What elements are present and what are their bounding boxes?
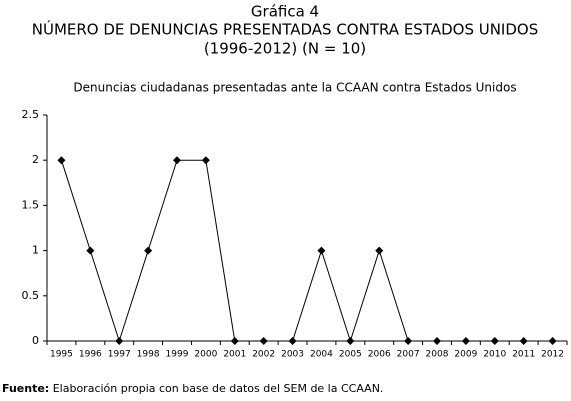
- x-tick-label: 1996: [79, 350, 102, 360]
- y-tick-label: 0.5: [22, 289, 40, 302]
- x-tick-label: 2011: [512, 350, 535, 360]
- x-tick-label: 1995: [50, 350, 73, 360]
- marker: [375, 246, 384, 255]
- plot-title: Denuncias ciudadanas presentadas ante la…: [73, 81, 516, 95]
- marker: [230, 337, 239, 345]
- y-tick-label: 0: [32, 334, 39, 347]
- y-tick-label: 2: [32, 153, 39, 166]
- source-label: Fuente:: [2, 382, 49, 395]
- x-tick-label: 1998: [137, 350, 160, 360]
- x-tick-label: 2010: [483, 350, 506, 360]
- y-tick-label: 1: [32, 244, 39, 257]
- x-tick-label: 2008: [426, 350, 449, 360]
- x-tick-label: 2005: [339, 350, 362, 360]
- marker: [346, 337, 355, 345]
- marker: [57, 156, 66, 165]
- marker: [404, 337, 413, 345]
- x-tick-label: 2001: [223, 350, 246, 360]
- x-tick-label: 2003: [281, 350, 304, 360]
- marker: [288, 337, 297, 345]
- x-tick-label: 2012: [541, 350, 564, 360]
- marker: [461, 337, 470, 345]
- marker: [115, 337, 124, 345]
- y-tick-label: 2.5: [22, 108, 40, 121]
- line: [60, 159, 553, 343]
- y-tick-label: 1.5: [22, 198, 40, 211]
- x-tick-label: 2009: [454, 350, 477, 360]
- chart-subtitle: NÚMERO DE DENUNCIAS PRESENTADAS CONTRA E…: [32, 20, 538, 39]
- marker: [86, 246, 95, 255]
- x-tick-label: 2006: [368, 350, 391, 360]
- chart-subtitle: (1996-2012) (N = 10): [204, 40, 366, 58]
- source: Fuente: Elaboración propia con base de d…: [2, 382, 383, 395]
- marker: [490, 337, 499, 345]
- x-tick-label: 1999: [166, 350, 189, 360]
- marker: [548, 337, 557, 345]
- x-tick-label: 2004: [310, 350, 333, 360]
- source-text: Elaboración propia con base de datos del…: [53, 382, 384, 395]
- marker: [144, 246, 153, 255]
- marker: [433, 337, 441, 345]
- x-tick-label: 2002: [252, 350, 275, 360]
- marker: [259, 337, 268, 345]
- marker: [173, 156, 181, 165]
- marker: [317, 246, 326, 255]
- x-tick-label: 2007: [397, 350, 420, 360]
- x-tick-label: 2000: [194, 350, 217, 360]
- marker: [201, 156, 210, 165]
- marker: [519, 337, 528, 345]
- chart-title: Gráfica 4: [251, 3, 319, 21]
- x-tick-label: 1997: [108, 350, 131, 360]
